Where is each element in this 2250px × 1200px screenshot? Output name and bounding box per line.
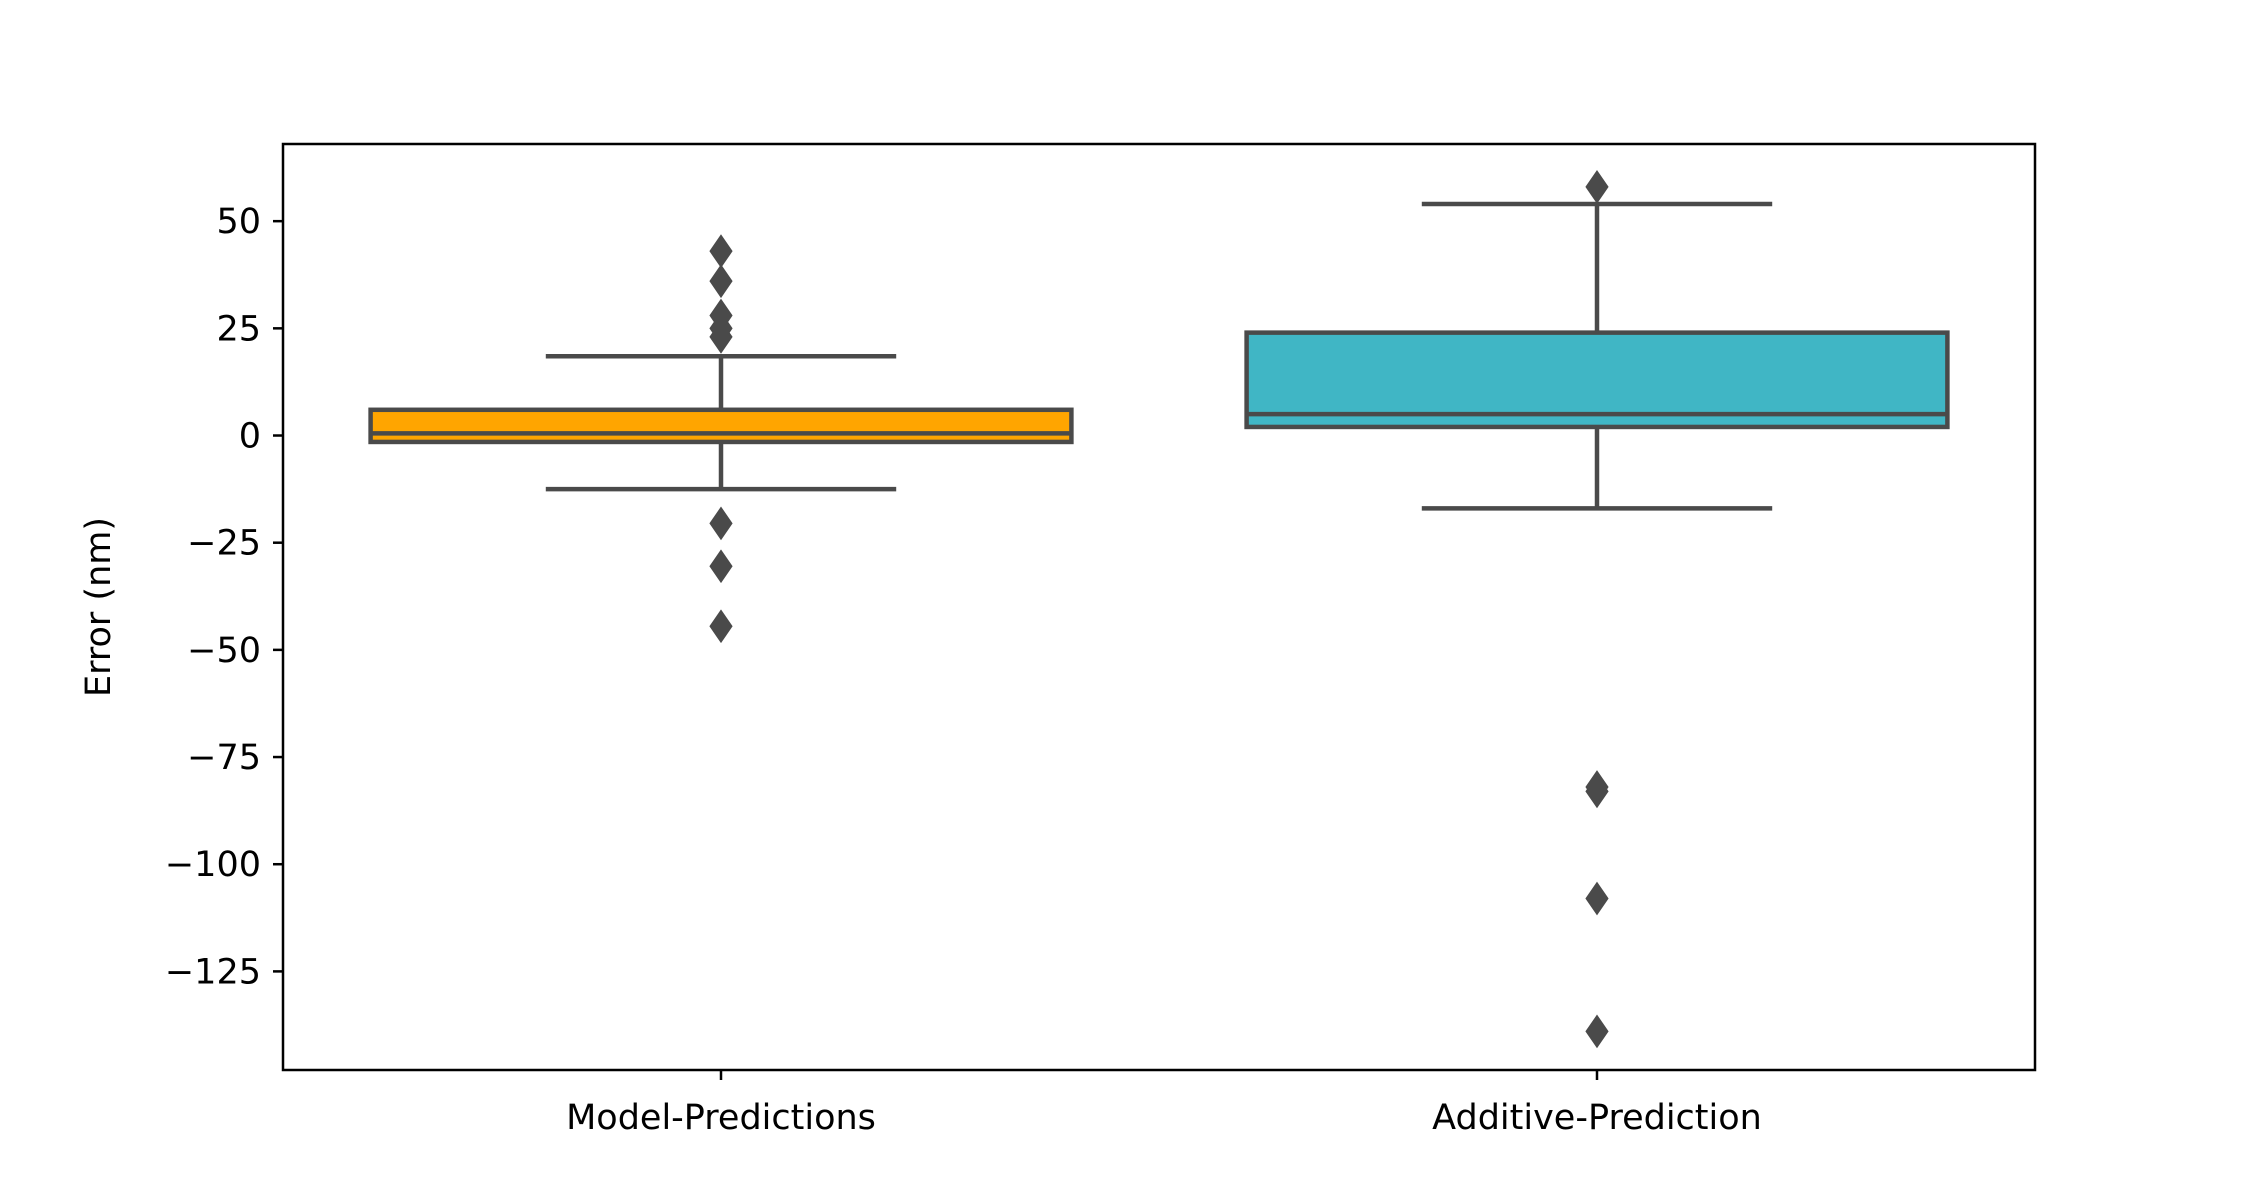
y-tick-label: 25 — [216, 309, 261, 349]
outlier-point — [709, 320, 733, 354]
y-tick-label: 50 — [216, 202, 261, 242]
outlier-point — [709, 506, 733, 541]
outlier-point — [709, 609, 733, 644]
outlier-point — [1585, 881, 1609, 916]
x-tick-label: Additive-Prediction — [1432, 1098, 1762, 1138]
y-tick-label: −125 — [165, 952, 261, 992]
outlier-point — [1585, 1014, 1609, 1049]
outlier-point — [1585, 774, 1609, 809]
y-tick-label: −100 — [165, 845, 261, 885]
outlier-point — [709, 234, 733, 269]
box-iqr — [368, 407, 1074, 445]
x-axis: Model-Predictions Additive-Prediction — [566, 1070, 1762, 1138]
box-group-0 — [368, 234, 1074, 644]
outlier-point — [709, 549, 733, 584]
plot-frame — [281, 142, 2037, 1072]
box-group-1 — [1244, 169, 1950, 1049]
box-iqr — [1244, 330, 1950, 430]
plot-marks — [368, 169, 1950, 1049]
y-tick-label: −50 — [187, 631, 261, 671]
outlier-point — [709, 264, 733, 299]
x-tick-label: Model-Predictions — [566, 1098, 876, 1138]
y-axis: 50 25 0 −25 −50 −75 −100 −125 — [165, 202, 283, 992]
outlier-point — [1585, 169, 1609, 204]
y-tick-label: −75 — [187, 738, 261, 778]
y-axis-label: Error (nm) — [79, 517, 119, 697]
y-tick-label: 0 — [239, 417, 261, 457]
y-tick-label: −25 — [187, 524, 261, 564]
